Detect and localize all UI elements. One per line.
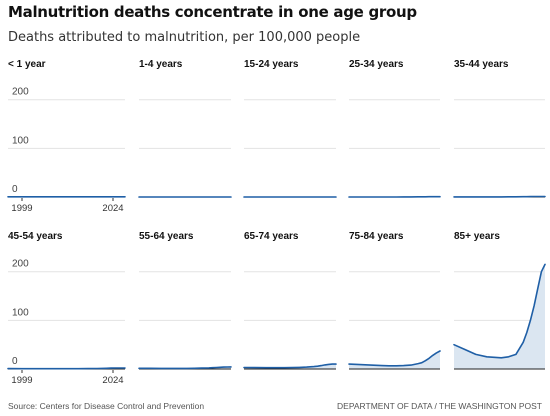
panel-label: 65-74 years <box>244 231 299 242</box>
series-line <box>348 350 441 367</box>
y-tick-label: 200 <box>12 259 29 270</box>
y-tick-label: 100 <box>12 135 29 146</box>
x-tick-label: 1999 <box>11 203 32 214</box>
y-tick-label: 0 <box>12 184 18 195</box>
x-tick-label: 2024 <box>102 375 123 386</box>
y-tick-label: 100 <box>12 307 29 318</box>
x-tick-label: 2024 <box>102 203 123 214</box>
y-tick-label: 0 <box>12 356 18 367</box>
panel-label: 25-34 years <box>349 59 404 70</box>
chart-title: Malnutrition deaths concentrate in one a… <box>8 3 417 21</box>
series-line <box>453 263 546 359</box>
series-line <box>138 366 232 370</box>
y-tick-label: 200 <box>12 87 29 98</box>
panel-label: 15-24 years <box>244 59 299 70</box>
series-area <box>454 264 545 369</box>
panel-label: < 1 year <box>8 59 46 70</box>
chart-subtitle: Deaths attributed to malnutrition, per 1… <box>8 30 361 45</box>
panel-label: 1-4 years <box>139 59 183 70</box>
credit-note: DEPARTMENT OF DATA / THE WASHINGTON POST <box>337 401 542 411</box>
series-line <box>243 363 337 369</box>
panel-label: 75-84 years <box>349 231 404 242</box>
series-line <box>7 367 126 370</box>
panel-label: 85+ years <box>454 231 500 242</box>
panel-label: 45-54 years <box>8 231 63 242</box>
panel-label: 55-64 years <box>139 231 194 242</box>
source-note: Source: Centers for Disease Control and … <box>8 401 205 411</box>
x-tick-label: 1999 <box>11 375 32 386</box>
panel-label: 35-44 years <box>454 59 509 70</box>
